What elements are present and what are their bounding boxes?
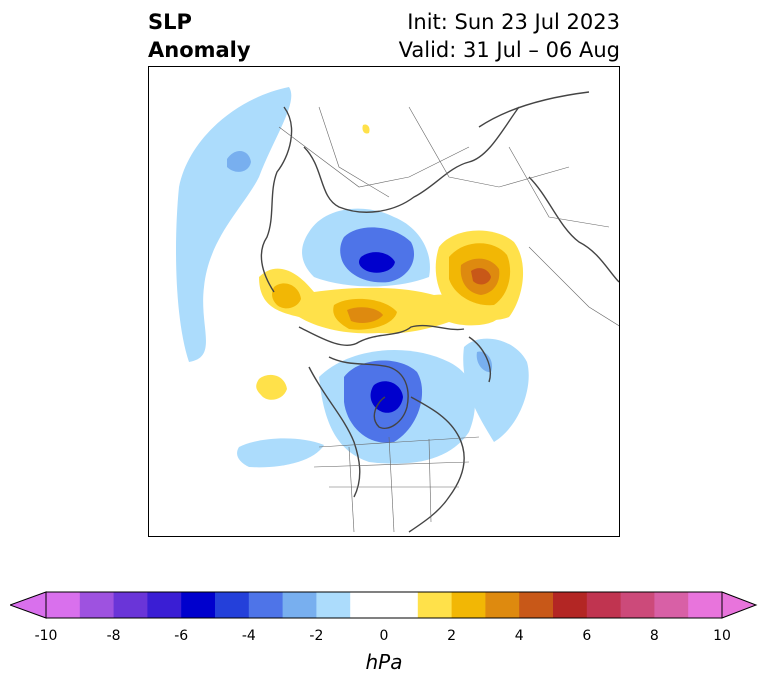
pos-anomaly-siberia-minor: [362, 124, 370, 134]
map-panel: [148, 66, 620, 537]
colorbar-segment: [350, 592, 385, 618]
colorbar-tick-label: 8: [649, 628, 659, 644]
colorbar-tick-label: 0: [379, 628, 389, 644]
neg-anomaly-minor-1: [227, 151, 251, 172]
colorbar-segment: [181, 592, 216, 618]
colorbar-tick-label: -6: [174, 628, 189, 644]
colorbar-segment: [113, 592, 148, 618]
valid-range: Valid: 31 Jul – 06 Aug: [398, 38, 620, 62]
pos-anomaly-scandinavia: [272, 283, 301, 309]
map-title: SLP Anomaly: [148, 8, 251, 64]
init-date: Init: Sun 23 Jul 2023: [407, 10, 620, 34]
neg-anomaly-atlantic: [176, 87, 292, 362]
neg-anomaly-n-atlantic-east: [463, 338, 529, 442]
pos-anomaly-central-arctic-core: [347, 307, 383, 323]
coastlines: [260, 91, 619, 533]
colorbar-tick-label: 2: [447, 628, 457, 644]
colorbar-segment: [688, 592, 723, 618]
colorbar-segment: [620, 592, 655, 618]
colorbar-segment: [248, 592, 284, 618]
title-line-slp: SLP: [148, 10, 192, 34]
colorbar-under-arrow: [10, 591, 47, 619]
colorbar-tick-label: -8: [106, 628, 121, 644]
colorbar: [10, 591, 758, 619]
anomaly-map: [149, 87, 619, 533]
colorbar-segment: [215, 592, 250, 618]
colorbar-segments: [46, 592, 723, 618]
neg-anomaly-pacific: [237, 438, 324, 468]
colorbar-tick-label: -10: [34, 628, 58, 644]
neg-anomaly-greenland-core: [359, 252, 395, 273]
colorbar-segment: [79, 592, 115, 618]
colorbar-units: hPa: [365, 650, 403, 674]
missing-data-strip: [149, 285, 159, 319]
colorbar-segment: [553, 592, 588, 618]
neg-anomaly-canada-core: [370, 381, 403, 413]
anomaly-shading: [149, 87, 529, 468]
colorbar-tick-label: 10: [713, 628, 731, 644]
pos-anomaly-arctic-band: [259, 268, 500, 334]
borders: [278, 106, 619, 533]
colorbar-tick-label: 6: [582, 628, 592, 644]
map-subtitle: Init: Sun 23 Jul 2023 Valid: 31 Jul – 06…: [399, 8, 620, 64]
colorbar-segment: [147, 592, 182, 618]
colorbar-segment: [451, 592, 486, 618]
colorbar-tick-label: -2: [309, 628, 324, 644]
colorbar-segment: [586, 592, 622, 618]
colorbar-over-arrow: [721, 591, 758, 619]
colorbar-tick-label: 4: [514, 628, 524, 644]
pos-anomaly-beaufort-core: [471, 268, 491, 285]
colorbar-tick-label: -4: [241, 628, 256, 644]
colorbar-segment: [485, 592, 520, 618]
colorbar-segment: [417, 592, 453, 618]
colorbar-outline: [45, 591, 723, 619]
colorbar-segment: [384, 592, 419, 618]
colorbar-segment: [654, 592, 689, 618]
colorbar-segment: [46, 592, 81, 618]
neg-anomaly-minor-2: [476, 351, 493, 373]
pos-anomaly-pacific: [256, 374, 287, 400]
colorbar-segment: [519, 592, 554, 618]
colorbar-segment: [282, 592, 317, 618]
colorbar-segment: [316, 592, 351, 618]
title-line-anomaly: Anomaly: [148, 38, 251, 62]
